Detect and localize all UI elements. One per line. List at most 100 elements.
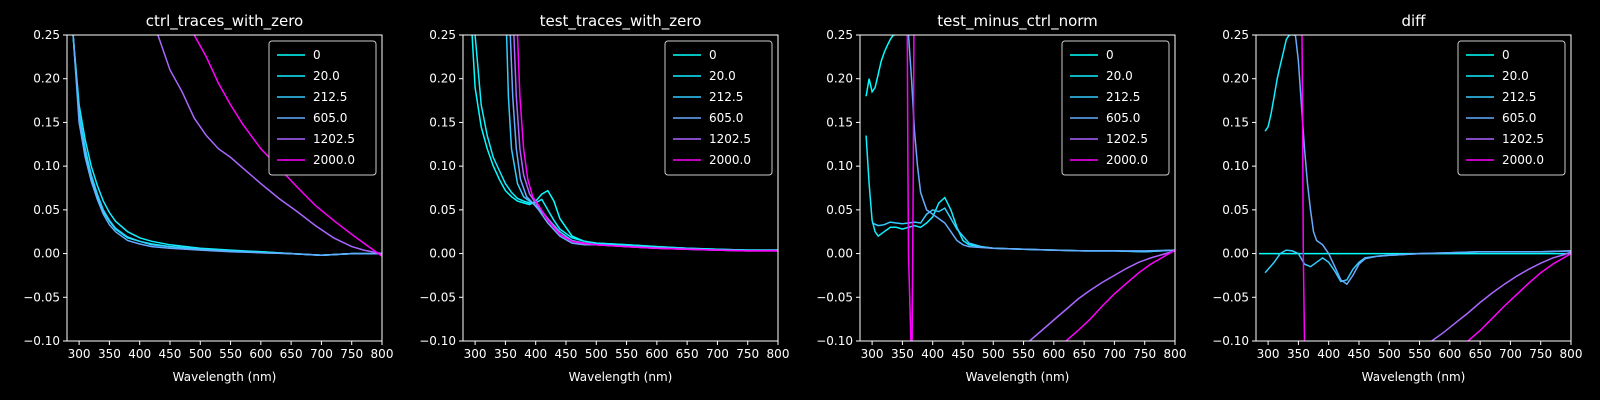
legend-label: 0	[1502, 48, 1510, 62]
legend-label: 605.0	[709, 111, 743, 125]
legend-box	[664, 40, 773, 176]
x-tick-label: 350	[494, 347, 517, 361]
legend-label: 1202.5	[709, 132, 751, 146]
y-tick-label: −0.05	[816, 290, 853, 304]
y-tick-label: 0.15	[1222, 115, 1249, 129]
x-tick-label: 750	[1529, 347, 1552, 361]
x-tick-label: 450	[555, 347, 578, 361]
chart-title: diff	[1401, 12, 1426, 30]
x-axis-label: Wavelength (nm)	[966, 370, 1070, 384]
x-tick-label: 350	[1287, 347, 1310, 361]
x-tick-label: 600	[645, 347, 668, 361]
x-tick-label: 550	[219, 347, 242, 361]
legend-label: 605.0	[1106, 111, 1140, 125]
x-tick-label: 800	[371, 347, 394, 361]
legend-label: 2000.0	[313, 153, 355, 167]
x-tick-label: 350	[891, 347, 914, 361]
legend-label: 212.5	[1502, 90, 1536, 104]
x-tick-label: 550	[615, 347, 638, 361]
x-tick-label: 650	[676, 347, 699, 361]
x-tick-label: 600	[1042, 347, 1065, 361]
series-line-3	[1264, 249, 1571, 283]
y-tick-label: 0.20	[1222, 72, 1249, 86]
y-tick-label: 0.15	[33, 115, 60, 129]
x-tick-label: 400	[524, 347, 547, 361]
x-tick-label: 400	[1317, 347, 1340, 361]
y-tick-label: 0.25	[1222, 28, 1249, 42]
y-tick-label: 0.20	[33, 72, 60, 86]
series-line-1	[865, 35, 896, 97]
chart-title: test_traces_with_zero	[540, 12, 702, 31]
chart-panel-1: ctrl_traces_with_zero 300 350 400 450 500 550 6…	[23, 12, 393, 384]
plot-frame	[859, 34, 1176, 342]
x-tick-label: 500	[1378, 347, 1401, 361]
x-tick-label: 400	[128, 347, 151, 361]
legend-box	[1061, 40, 1170, 176]
x-tick-label: 450	[159, 347, 182, 361]
series-line-4	[72, 35, 382, 257]
series-group	[1259, 35, 1571, 341]
x-tick-label: 650	[1469, 347, 1492, 361]
y-tick-label: −0.10	[1212, 334, 1249, 348]
legend-label: 2000.0	[1502, 153, 1544, 167]
series-line-6	[906, 35, 915, 341]
x-tick-label: 600	[1438, 347, 1461, 361]
series-line-5	[157, 35, 382, 255]
y-tick-label: 0.10	[429, 159, 456, 173]
y-tick-label: −0.10	[816, 334, 853, 348]
chart-panel-4: diff 300 350 400 450 500 550 600 650 700 750 800 −0.…	[1212, 12, 1582, 384]
y-tick-label: −0.05	[419, 290, 456, 304]
legend-label: 605.0	[1502, 111, 1536, 125]
plot-frame	[1255, 34, 1572, 342]
series-line-6	[516, 35, 778, 252]
legend-label: 20.0	[1106, 69, 1133, 83]
chart-title: test_minus_ctrl_norm	[937, 12, 1098, 31]
x-tick-label: 350	[98, 347, 121, 361]
legend-box	[1457, 40, 1566, 176]
legend-label: 212.5	[1106, 90, 1140, 104]
y-tick-label: 0.05	[1222, 203, 1249, 217]
y-tick-label: 0.20	[826, 72, 853, 86]
series-line-4	[1292, 35, 1571, 286]
x-tick-label: 500	[585, 347, 608, 361]
legend-label: 2000.0	[709, 153, 751, 167]
plot-frame	[462, 34, 779, 342]
y-tick-label: 0.15	[826, 115, 853, 129]
x-tick-label: 300	[861, 347, 884, 361]
y-tick-label: −0.10	[419, 334, 456, 348]
legend-label: 1202.5	[313, 132, 355, 146]
x-axis-label: Wavelength (nm)	[569, 370, 673, 384]
x-axis-label: Wavelength (nm)	[173, 370, 277, 384]
x-tick-label: 700	[1499, 347, 1522, 361]
x-tick-label: 550	[1012, 347, 1035, 361]
x-tick-label: 500	[189, 347, 212, 361]
y-tick-label: 0.00	[33, 247, 60, 261]
x-tick-label: 800	[1560, 347, 1583, 361]
series-line-3	[871, 207, 1175, 253]
legend-label: 1202.5	[1502, 132, 1544, 146]
legend-label: 0	[709, 48, 717, 62]
legend-label: 20.0	[313, 69, 340, 83]
y-tick-label: 0.25	[33, 28, 60, 42]
y-tick-label: 0.05	[33, 203, 60, 217]
y-tick-label: 0.00	[429, 247, 456, 261]
chart-panel-3: test_minus_ctrl_norm 300 350 400 450 500 550 60…	[816, 12, 1186, 384]
y-tick-label: −0.05	[23, 290, 60, 304]
x-tick-label: 300	[464, 347, 487, 361]
legend-box	[268, 40, 377, 176]
legend-label: 1202.5	[1106, 132, 1148, 146]
x-tick-label: 650	[1073, 347, 1096, 361]
x-tick-label: 700	[310, 347, 333, 361]
y-tick-label: 0.25	[826, 28, 853, 42]
legend-label: 212.5	[313, 90, 347, 104]
legend-label: 20.0	[709, 69, 736, 83]
plot-frame	[66, 34, 383, 342]
chart-title: ctrl_traces_with_zero	[146, 12, 303, 31]
y-tick-label: 0.00	[1222, 247, 1249, 261]
x-tick-label: 300	[1257, 347, 1280, 361]
x-tick-label: 700	[1103, 347, 1126, 361]
legend-label: 605.0	[313, 111, 347, 125]
series-group	[471, 35, 778, 252]
x-tick-label: 500	[982, 347, 1005, 361]
